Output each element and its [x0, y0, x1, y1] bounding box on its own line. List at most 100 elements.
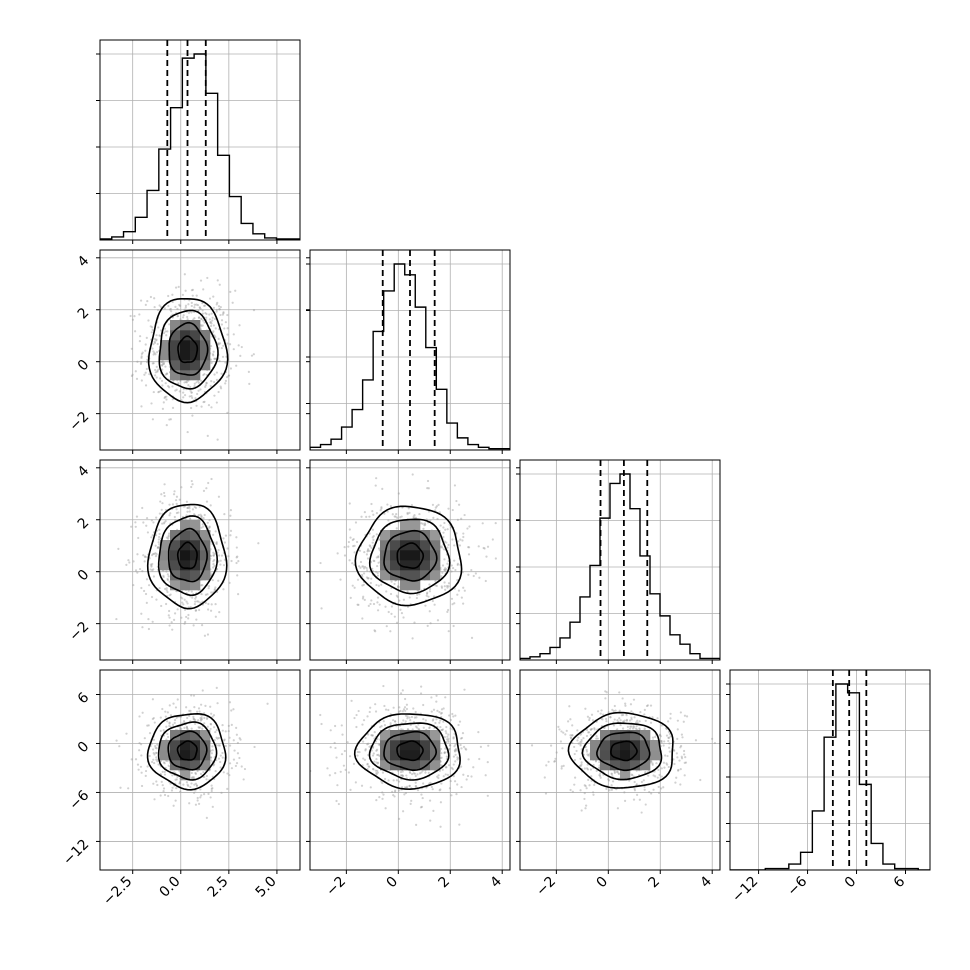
density-cell: [200, 360, 211, 371]
scatter-point: [638, 798, 641, 801]
scatter-point: [363, 511, 366, 514]
x-tick-label: 0.0: [157, 874, 184, 901]
histogram-panel-3: [730, 670, 930, 870]
scatter-point: [170, 310, 173, 313]
scatter-point: [364, 749, 367, 752]
scatter-point: [197, 389, 200, 392]
scatter-point: [366, 549, 369, 552]
scatter-point: [415, 823, 418, 826]
scatter-point: [643, 713, 646, 716]
scatter-point: [398, 817, 401, 820]
scatter-point: [455, 532, 458, 535]
scatter-point: [217, 342, 220, 345]
scatter-point: [239, 354, 242, 357]
scatter-point: [215, 542, 218, 546]
scatter-point: [397, 780, 401, 783]
scatter-point: [167, 735, 170, 739]
y-tick-label: −2: [66, 409, 92, 435]
scatter-point: [226, 787, 229, 790]
scatter-point: [425, 592, 429, 595]
density-cell: [620, 750, 631, 761]
scatter-point: [159, 794, 162, 797]
scatter-point: [607, 778, 610, 781]
x-tick-label: 0: [384, 874, 402, 892]
scatter-point: [187, 311, 191, 315]
scatter-point: [150, 565, 153, 568]
scatter-point: [393, 795, 396, 798]
scatter-point: [443, 585, 446, 588]
scatter-point: [607, 711, 610, 714]
scatter-point: [443, 558, 446, 561]
scatter-point: [635, 793, 639, 796]
scatter-point: [453, 750, 457, 753]
scatter-point: [393, 720, 397, 723]
contour-level-3: [147, 298, 229, 404]
scatter-point: [173, 721, 176, 725]
density-cell: [390, 550, 401, 561]
scatter-point: [555, 751, 558, 754]
scatter-point: [217, 343, 220, 346]
scatter-point: [362, 757, 365, 760]
scatter-point: [357, 709, 360, 713]
scatter-point: [371, 541, 374, 544]
scatter-point: [573, 783, 576, 786]
scatter-point: [168, 609, 171, 613]
scatter-point: [369, 786, 372, 789]
scatter-point: [211, 353, 215, 356]
scatter-point: [478, 757, 481, 761]
contour-level-0: [176, 740, 198, 761]
scatter-point: [444, 747, 447, 750]
scatter-point: [152, 752, 155, 755]
scatter-point: [198, 608, 201, 612]
scatter-point: [132, 560, 135, 563]
scatter-point: [565, 729, 568, 732]
scatter-point: [450, 766, 453, 769]
scatter-point: [356, 754, 359, 757]
scatter-point: [144, 384, 148, 387]
scatter-point: [215, 401, 218, 404]
scatter-point: [414, 785, 417, 788]
scatter-point: [224, 379, 228, 382]
scatter-point: [155, 756, 158, 759]
scatter-point: [166, 711, 169, 714]
scatter-point: [428, 610, 431, 613]
scatter-point: [167, 385, 170, 388]
scatter-point: [447, 733, 450, 736]
scatter-point: [434, 509, 437, 512]
scatter-point: [223, 453, 225, 455]
scatter-point: [219, 563, 222, 566]
density-cell: [170, 750, 181, 761]
density-cell: [380, 760, 391, 771]
scatter-point: [144, 774, 147, 777]
scatter-point: [320, 722, 323, 726]
scatter-point: [483, 547, 486, 550]
scatter-point: [383, 512, 386, 515]
scatter-point: [386, 503, 389, 506]
density-cell: [180, 520, 191, 531]
scatter-point: [462, 745, 466, 748]
scatter-point: [644, 803, 647, 806]
scatter-point: [396, 595, 399, 599]
scatter-point: [167, 575, 170, 578]
scatter-point: [379, 726, 382, 729]
scatter-point: [380, 507, 383, 510]
scatter-point: [335, 799, 338, 803]
contour-level-1: [383, 730, 438, 771]
scatter-point: [435, 505, 438, 508]
scatter-point: [444, 696, 447, 699]
scatter-point: [389, 722, 392, 725]
scatter-point: [212, 554, 215, 557]
density-cell: [200, 540, 211, 551]
scatter-point: [164, 395, 167, 399]
scatter-point: [138, 715, 141, 718]
scatter-point: [199, 307, 202, 310]
scatter-point: [188, 517, 192, 520]
scatter-point: [403, 706, 407, 709]
scatter-point: [395, 527, 398, 530]
scatter-point: [207, 585, 211, 588]
scatter-point: [431, 503, 435, 506]
scatter-point: [632, 698, 636, 701]
scatter-point: [210, 322, 213, 325]
scatter-point: [412, 515, 415, 518]
density-cell: [160, 560, 171, 571]
